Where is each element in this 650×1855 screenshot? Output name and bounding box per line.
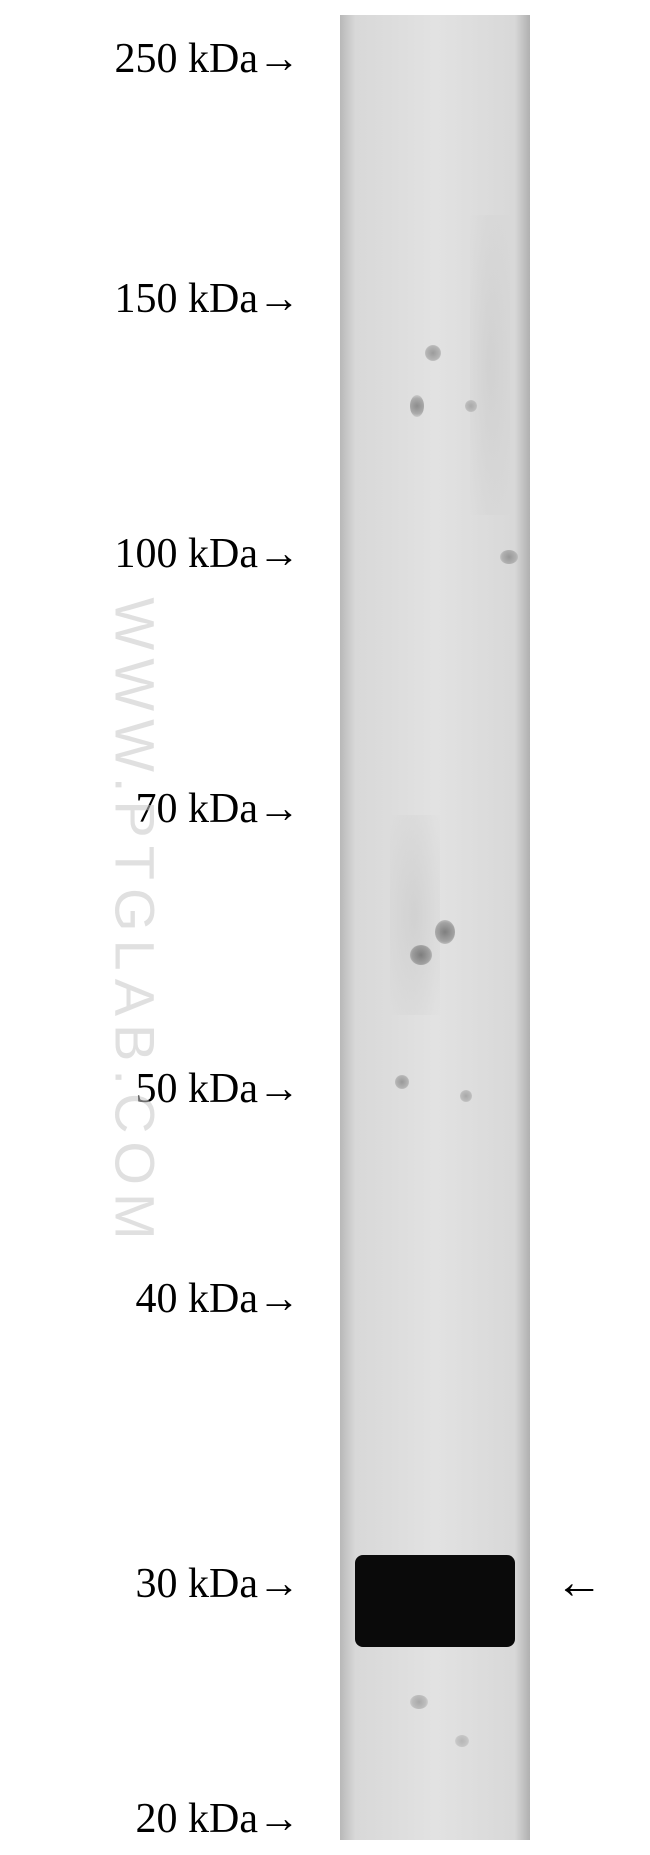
blot-noise-spot [410,395,424,417]
marker-30kda: 30 kDa→ [20,1560,300,1608]
blot-main-band [355,1555,515,1647]
marker-50kda: 50 kDa→ [20,1065,300,1113]
blot-noise-spot [395,1075,409,1089]
blot-noise-spot [500,550,518,564]
marker-40kda: 40 kDa→ [20,1275,300,1323]
result-arrow-icon: ← [555,1555,603,1610]
marker-250kda: 250 kDa→ [20,35,300,83]
blot-smudge [470,215,510,515]
marker-70kda: 70 kDa→ [20,785,300,833]
marker-150kda: 150 kDa→ [20,275,300,323]
marker-100kda: 100 kDa→ [20,530,300,578]
blot-lane [340,15,530,1840]
watermark-text: WWW.PTGLAB.COM [103,597,168,1247]
blot-noise-spot [455,1735,469,1747]
blot-noise-spot [410,1695,428,1709]
blot-noise-spot [425,345,441,361]
blot-smudge [390,815,440,1015]
blot-noise-spot [460,1090,472,1102]
marker-20kda: 20 kDa→ [20,1795,300,1843]
